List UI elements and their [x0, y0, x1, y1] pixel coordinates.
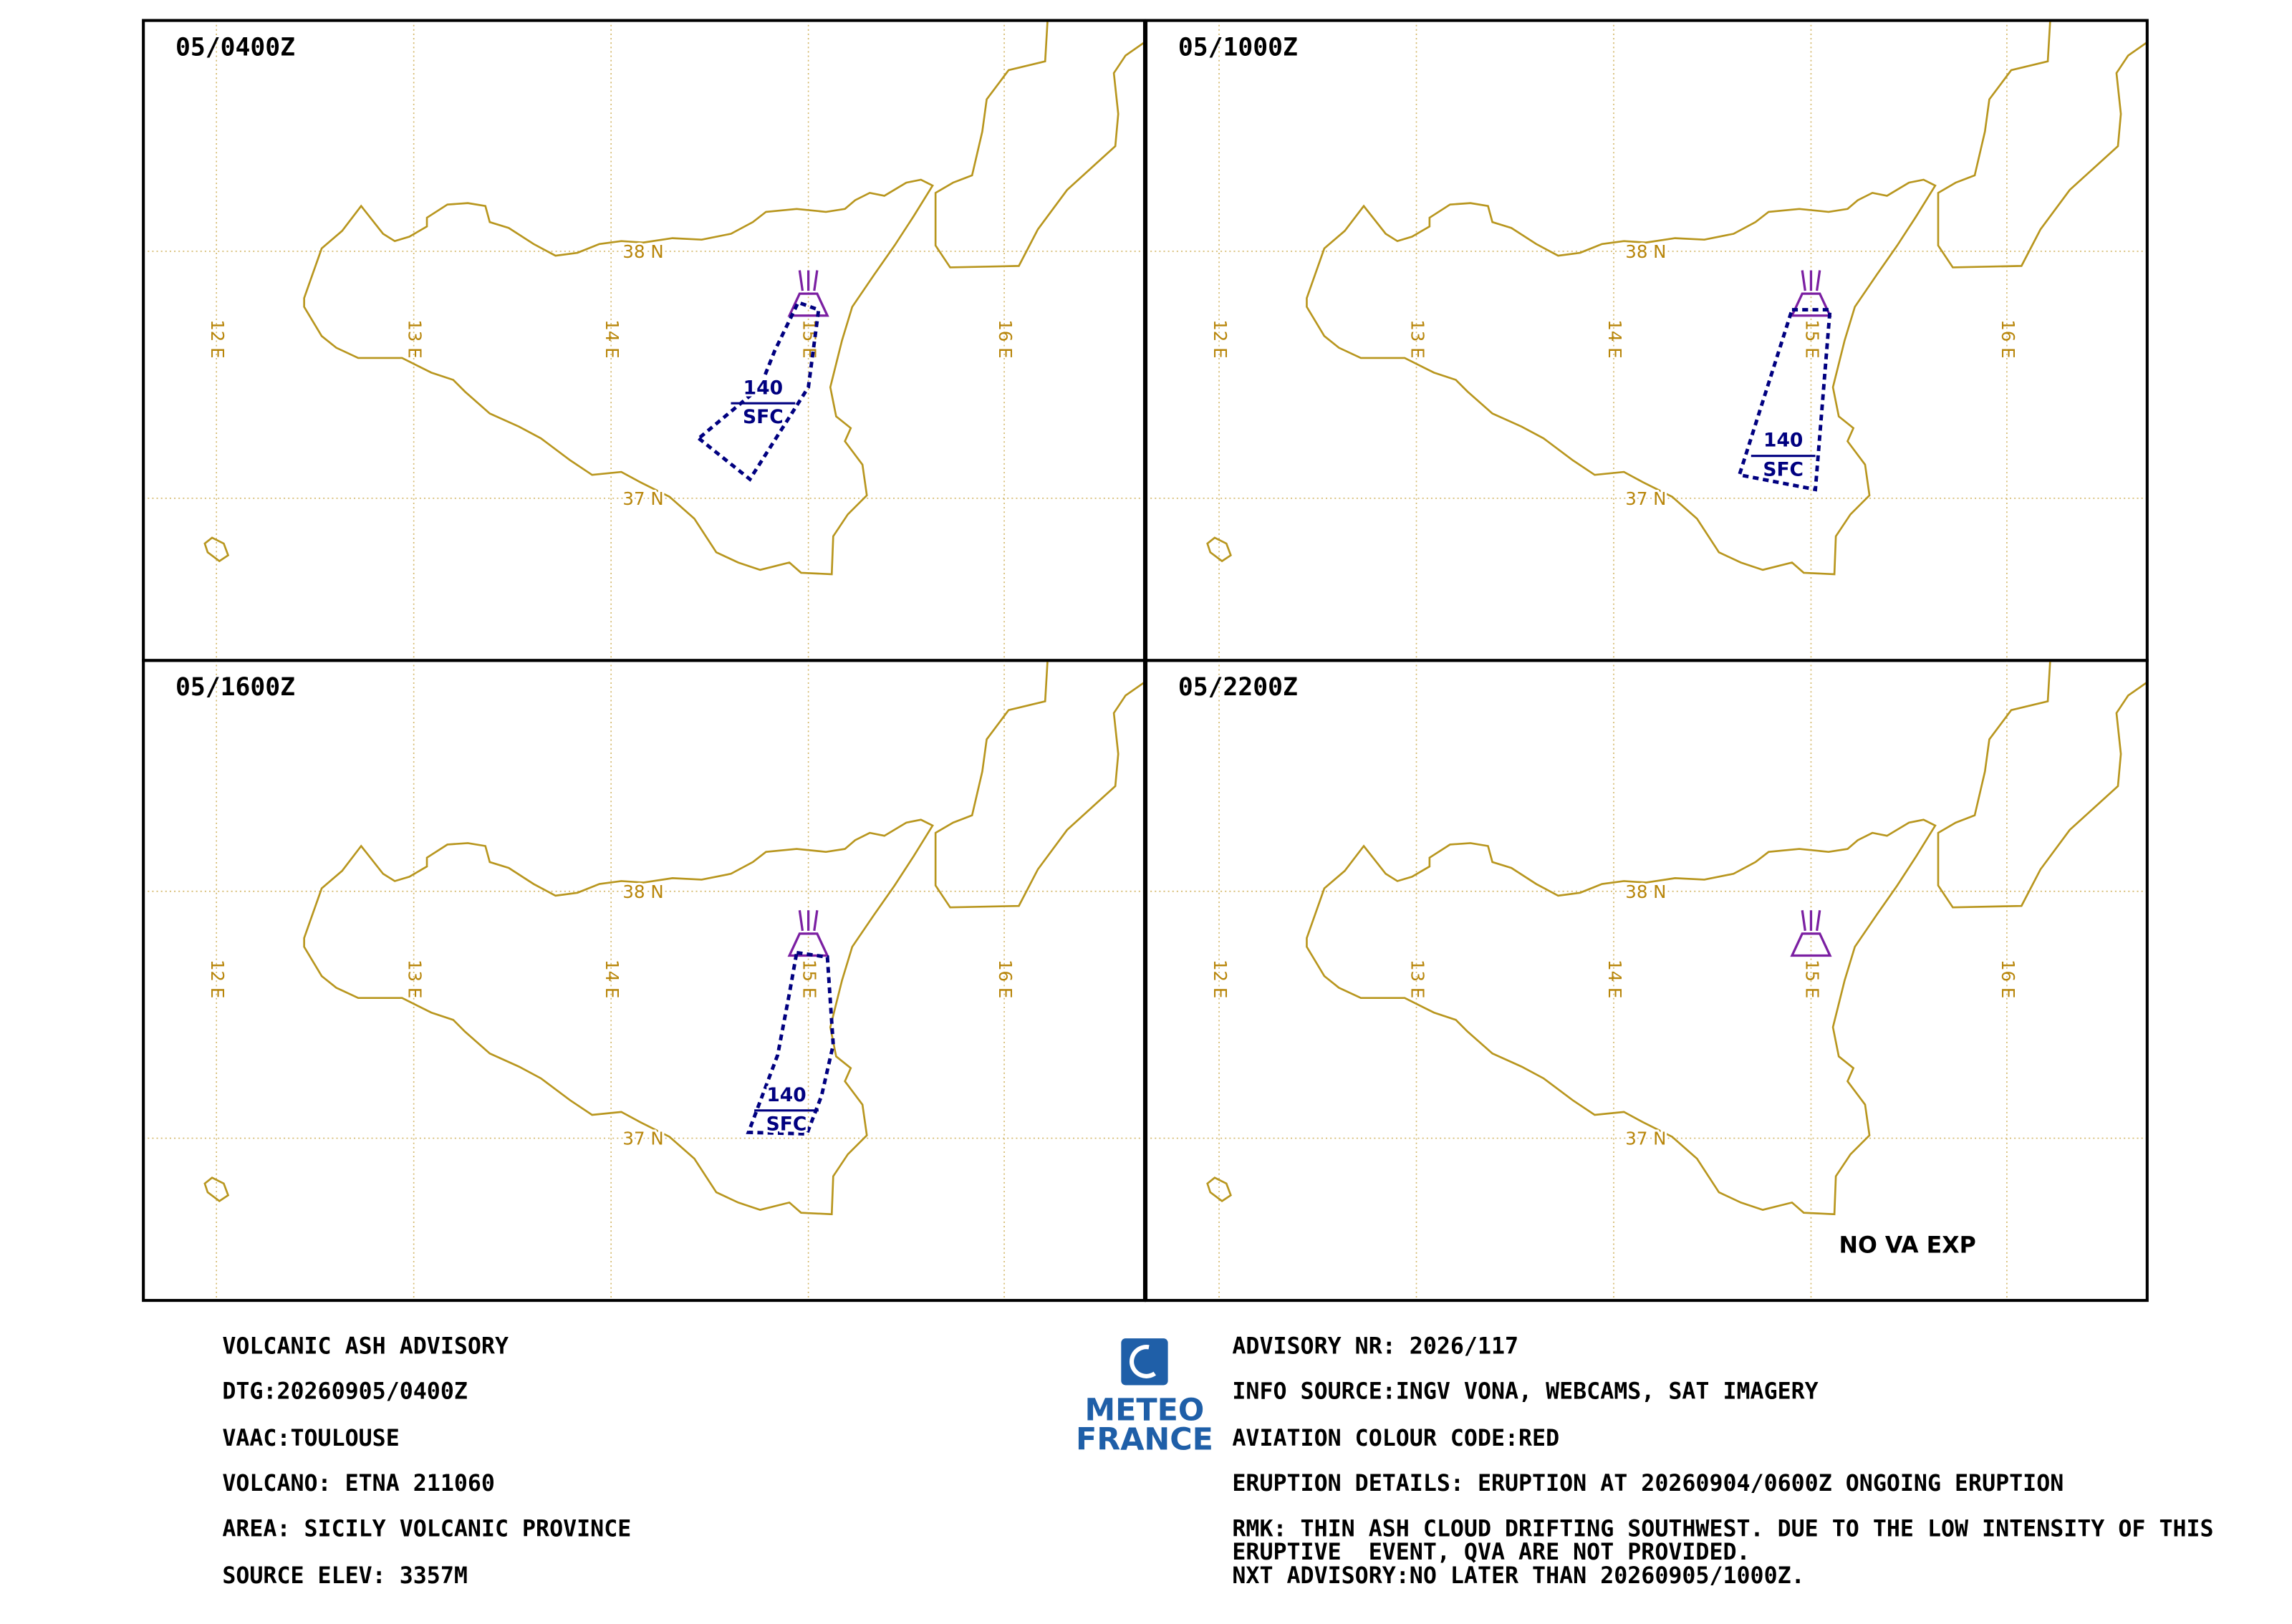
- next-advisory: NXT ADVISORY:NO LATER THAN 20260905/1000…: [1232, 1563, 1804, 1589]
- panel-note: NO VA EXP: [1839, 1233, 1976, 1259]
- coastline-sicily: [1306, 818, 1937, 1216]
- lon-label: 14 E: [602, 319, 622, 358]
- lon-label: 12 E: [207, 960, 228, 998]
- lat-label: 38 N: [622, 881, 663, 902]
- map-panels: 12 E 13 E 14 E 15 E 16 E 38 N 37 N 05/0400Z 140 S…: [142, 19, 2149, 1302]
- coastline-sicily: [1306, 178, 1937, 576]
- volcano-icon: [787, 910, 829, 957]
- volcano-icon: [1790, 910, 1832, 957]
- panel-time: 05/1600Z: [175, 673, 295, 702]
- remark-line: RMK: THIN ASH CLOUD DRIFTING SOUTHWEST. …: [1232, 1516, 2213, 1542]
- advisory-line: DTG:20260905/0400Z: [222, 1379, 468, 1405]
- lat-label: 37 N: [1625, 488, 1666, 509]
- flight-level-base: SFC: [766, 1113, 807, 1136]
- advisory-line: ERUPTION DETAILS: ERUPTION AT 20260904/0…: [1232, 1471, 2064, 1497]
- map-panel: 12 E 13 E 14 E 15 E 16 E 38 N 37 N 05/2200Z NO V…: [1145, 660, 2147, 1301]
- advisory-line: VOLCANIC ASH ADVISORY: [222, 1333, 509, 1359]
- logo-swirl: [1130, 1345, 1157, 1378]
- coastline-island: [203, 1176, 230, 1202]
- lon-label: 15 E: [1801, 960, 1822, 998]
- lon-label: 15 E: [799, 960, 820, 998]
- flight-level-top: 140: [766, 1084, 806, 1106]
- advisory-text: VOLCANIC ASH ADVISORY DTG:20260905/0400Z V…: [222, 1333, 2213, 1588]
- lon-label: 16 E: [995, 319, 1016, 358]
- lat-label: 37 N: [622, 488, 663, 509]
- panel-time: 05/2200Z: [1178, 673, 1298, 702]
- lat-label: 38 N: [622, 241, 663, 262]
- lon-label: 16 E: [1998, 319, 2018, 358]
- advisory-line: INFO SOURCE:INGV VONA, WEBCAMS, SAT IMAG…: [1232, 1379, 1818, 1405]
- remark-line: ERUPTIVE EVENT, QVA ARE NOT PROVIDED.: [1232, 1540, 1750, 1565]
- coastline-island: [1206, 1176, 1232, 1202]
- lon-label: 14 E: [1604, 960, 1625, 998]
- flight-level-top: 140: [743, 377, 783, 399]
- lat-label: 37 N: [622, 1128, 663, 1149]
- logo-text: METEO: [1085, 1392, 1205, 1428]
- ash-cloud: [695, 300, 821, 482]
- coastline-calabria: [1937, 20, 2147, 269]
- advisory-line: VOLCANO: ETNA 211060: [222, 1471, 495, 1497]
- lon-label: 15 E: [1801, 319, 1822, 358]
- map-panel: 12 E 13 E 14 E 15 E 16 E 38 N 37 N 05/1000Z 140 S…: [1145, 20, 2147, 661]
- flight-level-top: 140: [1763, 430, 1803, 452]
- flight-level-base: SFC: [743, 406, 784, 428]
- lon-label: 13 E: [1407, 960, 1428, 998]
- volcano-icon: [1790, 270, 1832, 317]
- map-panel: 12 E 13 E 14 E 15 E 16 E 38 N 37 N 05/1600Z 140 S…: [143, 660, 1145, 1301]
- lon-label: 12 E: [207, 319, 228, 358]
- advisory-line: ADVISORY NR: 2026/117: [1232, 1333, 1518, 1359]
- lon-label: 12 E: [1210, 319, 1231, 358]
- advisory-line: SOURCE ELEV: 3357M: [222, 1563, 468, 1589]
- coastline-calabria: [934, 20, 1145, 269]
- lon-label: 12 E: [1210, 960, 1231, 998]
- flight-level-base: SFC: [1763, 459, 1804, 481]
- lat-label: 37 N: [1625, 1128, 1666, 1149]
- advisory-line: VAAC:TOULOUSE: [222, 1426, 399, 1451]
- advisory-line: AVIATION COLOUR CODE:RED: [1232, 1426, 1559, 1451]
- coastline-island: [203, 536, 230, 563]
- coastline-calabria: [934, 660, 1145, 909]
- lon-label: 16 E: [995, 960, 1016, 998]
- logo-icon: [1121, 1338, 1168, 1386]
- advisory-line: AREA: SICILY VOLCANIC PROVINCE: [222, 1516, 631, 1542]
- lon-label: 14 E: [1604, 319, 1625, 358]
- panel-time: 05/1000Z: [1178, 33, 1298, 62]
- lon-label: 16 E: [1998, 960, 2018, 998]
- lat-label: 38 N: [1625, 881, 1666, 902]
- logo: METEO FRANCE: [1076, 1338, 1213, 1457]
- lat-label: 38 N: [1625, 241, 1666, 262]
- logo-text: FRANCE: [1076, 1421, 1213, 1457]
- coastline-island: [1206, 536, 1232, 563]
- volcano-icon: [787, 270, 829, 317]
- lon-label: 14 E: [602, 960, 622, 998]
- coastline-calabria: [1937, 660, 2147, 909]
- panel-time: 05/0400Z: [175, 33, 295, 62]
- coastline-sicily: [303, 178, 934, 576]
- lon-label: 13 E: [405, 319, 425, 358]
- lon-label: 13 E: [405, 960, 425, 998]
- map-panel: 12 E 13 E 14 E 15 E 16 E38 N37 N05/0400Z140S…: [143, 20, 1145, 661]
- panel-border: [1144, 659, 2149, 1302]
- ash-cloud: [1737, 308, 1832, 492]
- coastline-sicily: [303, 818, 934, 1216]
- lon-label: 13 E: [1407, 319, 1428, 358]
